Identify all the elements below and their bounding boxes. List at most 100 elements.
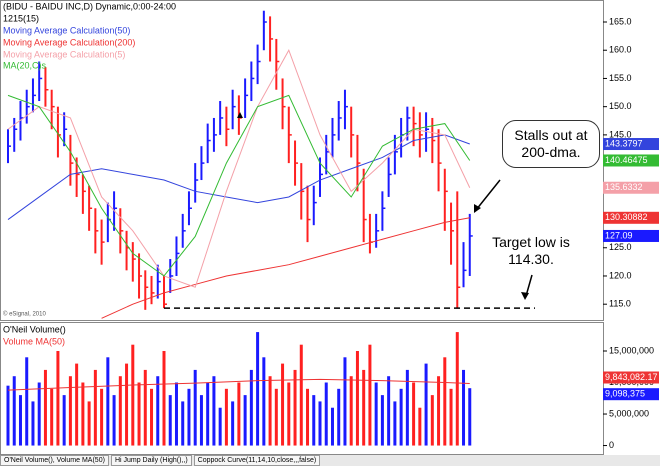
y-tick-label: 155.0 xyxy=(609,73,632,83)
volume-bar xyxy=(218,407,222,446)
volume-bar xyxy=(156,376,160,446)
volume-bar xyxy=(75,363,79,446)
volume-bar xyxy=(118,376,122,446)
volume-bar xyxy=(174,382,178,446)
volume-bar xyxy=(224,388,228,446)
y-tick-label: 115.0 xyxy=(609,299,631,309)
y-tick-label: 0 xyxy=(609,440,614,450)
value-tag xyxy=(603,181,659,194)
volume-bar xyxy=(249,369,253,446)
volume-bar xyxy=(368,344,372,446)
volume-bar xyxy=(187,388,191,446)
volume-bar xyxy=(399,388,403,446)
volume-bar xyxy=(418,407,422,446)
volume-bar xyxy=(18,395,22,446)
volume-bar xyxy=(137,382,141,446)
volume-bar xyxy=(380,395,384,446)
volume-bar xyxy=(131,344,135,446)
volume-bar xyxy=(318,401,322,446)
marker xyxy=(237,112,243,118)
ma-line xyxy=(7,94,471,277)
annotation: Target low is 114.30. xyxy=(492,234,570,268)
legend-entry: Volume MA(50) xyxy=(3,336,65,346)
arrowhead xyxy=(474,204,481,213)
volume-bar xyxy=(212,376,216,446)
tab[interactable]: O'Neil Volume(), Volume MA(50) xyxy=(0,455,109,466)
value-tag xyxy=(603,211,659,224)
volume-bar xyxy=(256,332,260,446)
y-tick-label: 15,000,000 xyxy=(609,345,654,355)
volume-bar xyxy=(206,382,210,446)
volume-bar xyxy=(68,376,72,446)
value-tag-label: 9,098,375 xyxy=(605,389,645,399)
volume-bar xyxy=(243,395,247,446)
tab[interactable]: Coppock Curve(11,14,10,close,,,false) xyxy=(193,455,321,466)
volume-bar xyxy=(12,376,16,446)
volume-bar xyxy=(437,376,441,446)
legend-entry: Moving Average Calculation(200) xyxy=(3,37,135,47)
y-tick-label: 150.0 xyxy=(609,101,632,111)
arrow xyxy=(525,274,533,297)
volume-bar xyxy=(462,369,466,446)
volume-bar xyxy=(393,401,397,446)
y-tick-label: 160.0 xyxy=(609,45,632,55)
ma-line xyxy=(7,378,470,391)
volume-bar xyxy=(125,363,129,446)
annotation: Stalls out at 200-dma. xyxy=(502,120,600,168)
volume-bar xyxy=(25,357,29,446)
arrowhead xyxy=(521,292,529,300)
volume-bar xyxy=(324,382,328,446)
volume-bar xyxy=(281,363,285,446)
tab[interactable]: Hi Jump Daily (High(),,) xyxy=(110,455,192,466)
ma-line xyxy=(7,134,470,220)
value-tag-label: 130.30882 xyxy=(605,212,648,222)
volume-bar xyxy=(93,369,97,446)
volume-bar xyxy=(6,385,10,446)
volume-bar xyxy=(62,395,66,446)
volume-bar xyxy=(100,388,104,446)
y-tick-label: 5,000,000 xyxy=(609,408,649,418)
volume-bar xyxy=(262,357,266,446)
value-tag-label: 140.46475 xyxy=(605,155,648,165)
value-tag xyxy=(603,371,659,384)
volume-bar xyxy=(362,369,366,446)
value-tag xyxy=(603,229,659,242)
volume-bar xyxy=(349,376,353,446)
volume-bar xyxy=(449,388,453,446)
volume-bar xyxy=(193,369,197,446)
volume-bar xyxy=(162,350,166,446)
volume-bar xyxy=(455,332,459,446)
tab-bar: O'Neil Volume(), Volume MA(50) Hi Jump D… xyxy=(0,455,660,466)
volume-bar xyxy=(31,401,35,446)
volume-bar xyxy=(150,388,154,446)
volume-bar xyxy=(312,395,316,446)
volume-bar xyxy=(430,395,434,446)
volume-bar xyxy=(199,395,203,446)
volume-bar xyxy=(56,350,60,446)
volume-bar xyxy=(293,369,297,446)
volume-bar xyxy=(330,407,334,446)
volume-bar xyxy=(287,382,291,446)
ma-line xyxy=(101,217,470,319)
volume-bar xyxy=(299,344,303,446)
value-tag-label: 9,843,082.17 xyxy=(605,372,658,382)
volume-bar xyxy=(87,401,91,446)
value-tag xyxy=(603,154,659,167)
volume-bar xyxy=(355,350,359,446)
volume-bar xyxy=(106,357,110,446)
volume-bar xyxy=(50,388,54,446)
volume-bar xyxy=(443,357,447,446)
volume-bar xyxy=(412,382,416,446)
value-tag xyxy=(603,388,659,401)
volume-bar xyxy=(43,369,47,446)
volume-bar xyxy=(387,376,391,446)
value-tag xyxy=(603,138,659,151)
volume-bar xyxy=(37,382,41,446)
y-tick-label: 145.0 xyxy=(609,129,632,139)
ma-line xyxy=(7,49,471,288)
volume-bar xyxy=(143,369,147,446)
legend-entry: MA(20,C)s xyxy=(3,60,47,70)
volume-bar xyxy=(181,401,185,446)
